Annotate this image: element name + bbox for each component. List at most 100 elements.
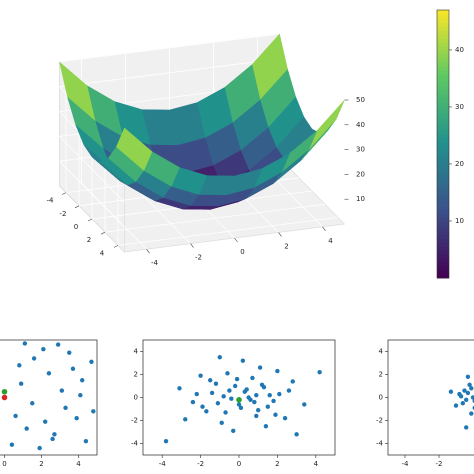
scatter-point bbox=[80, 378, 85, 383]
scatter-point bbox=[24, 426, 29, 431]
colorbar-swatch bbox=[437, 166, 449, 171]
x-tick-label: -4 bbox=[151, 259, 159, 267]
scatter-point bbox=[13, 413, 18, 419]
x-tick-label: 2 bbox=[275, 460, 279, 468]
colorbar-swatch bbox=[437, 226, 449, 231]
scatter-point bbox=[215, 401, 221, 406]
y-tick-label: 0 bbox=[134, 394, 138, 402]
colorbar-swatch bbox=[437, 102, 449, 107]
y-tick-mark bbox=[61, 192, 67, 195]
colorbar-swatch bbox=[437, 150, 449, 155]
colorbar-swatch bbox=[437, 90, 449, 95]
x-tick-mark bbox=[234, 237, 238, 243]
scatter-point bbox=[67, 350, 72, 355]
y-tick-mark bbox=[87, 218, 93, 222]
scatter-point bbox=[248, 397, 253, 402]
scatter-point bbox=[469, 411, 474, 416]
scatter-point bbox=[460, 401, 465, 406]
scatter-point bbox=[18, 381, 24, 386]
x-tick-mark bbox=[146, 249, 150, 254]
x-tick-label: 4 bbox=[314, 460, 319, 468]
colorbar-swatch bbox=[437, 114, 449, 119]
scatter-point bbox=[59, 388, 65, 393]
scatter-point bbox=[89, 359, 94, 365]
colorbar-swatch bbox=[437, 22, 449, 27]
scatter-point bbox=[464, 397, 469, 402]
scatter-point bbox=[236, 397, 242, 403]
colorbar-swatch bbox=[437, 126, 449, 131]
scatter-point bbox=[74, 416, 79, 421]
colorbar-swatch bbox=[437, 86, 449, 91]
scatter-point bbox=[286, 388, 292, 393]
scatter-point bbox=[43, 419, 48, 424]
scatter-point bbox=[465, 374, 471, 379]
scatter-point bbox=[209, 390, 215, 396]
scatter-point bbox=[22, 341, 28, 346]
scatter-point bbox=[227, 388, 232, 393]
x-tick-label: 0 bbox=[237, 460, 241, 468]
scatter-point bbox=[231, 428, 236, 434]
colorbar-swatch bbox=[437, 246, 449, 251]
z-tick-label: 10 bbox=[356, 195, 365, 203]
colorbar-frame bbox=[436, 9, 450, 279]
scatter-point bbox=[163, 439, 169, 444]
scatter-point bbox=[448, 389, 454, 394]
colorbar-tick-label: 10 bbox=[455, 217, 464, 225]
colorbar-swatch bbox=[437, 210, 449, 215]
colorbar-swatch bbox=[437, 138, 449, 143]
scatter-point bbox=[217, 355, 222, 360]
scatter-point bbox=[453, 403, 459, 408]
x-tick-label: 0 bbox=[240, 248, 244, 256]
scatter-point bbox=[236, 402, 242, 407]
scatter-point bbox=[55, 342, 61, 347]
colorbar-swatch bbox=[437, 30, 449, 35]
colorbar-swatch bbox=[437, 274, 449, 279]
scatter-point bbox=[229, 396, 234, 401]
y-tick-label: 0 bbox=[379, 394, 383, 402]
colorbar-swatch bbox=[437, 70, 449, 75]
colorbar-swatch bbox=[437, 254, 449, 259]
colorbar-swatch bbox=[437, 170, 449, 175]
z-tick-label: 20 bbox=[356, 170, 365, 178]
scatter-point bbox=[271, 398, 276, 404]
scatter-point bbox=[464, 425, 469, 430]
colorbar-swatch bbox=[437, 234, 449, 239]
colorbar-swatch bbox=[437, 258, 449, 263]
x-tick-label: -2 bbox=[197, 460, 204, 468]
grid-line bbox=[59, 58, 280, 88]
colorbar-swatch bbox=[437, 54, 449, 59]
y-tick-label: 2 bbox=[87, 236, 91, 244]
y-tick-mark bbox=[100, 231, 106, 235]
scatter-point bbox=[221, 394, 226, 399]
scatter-point bbox=[465, 390, 471, 396]
y-tick-label: -2 bbox=[131, 417, 138, 425]
scatter-point bbox=[41, 347, 46, 352]
colorbar-swatch bbox=[437, 46, 449, 51]
scatter-point bbox=[250, 375, 255, 381]
colorbar-swatch bbox=[437, 130, 449, 135]
colorbar-swatch bbox=[437, 66, 449, 71]
y-tick-label: 0 bbox=[74, 223, 78, 231]
scatter-point bbox=[219, 420, 224, 425]
scatter-point bbox=[254, 413, 259, 419]
surface-patch bbox=[116, 127, 153, 171]
scatter-point bbox=[9, 442, 15, 447]
colorbar-swatch bbox=[437, 110, 449, 115]
colorbar-swatch bbox=[437, 146, 449, 151]
colorbar-swatch bbox=[437, 198, 449, 203]
scatter-point bbox=[467, 382, 472, 388]
scatter-point bbox=[78, 393, 83, 398]
colorbar-swatch bbox=[437, 270, 449, 275]
colorbar-swatch bbox=[437, 266, 449, 271]
colorbar-swatch bbox=[437, 142, 449, 147]
scatter-point bbox=[223, 410, 228, 415]
colorbar-tick-label: 30 bbox=[455, 103, 464, 111]
scatter-point bbox=[50, 436, 55, 442]
colorbar-swatch bbox=[437, 94, 449, 99]
y-tick-label: -2 bbox=[376, 417, 383, 425]
scatter-point bbox=[1, 394, 8, 401]
scatter-point bbox=[70, 366, 76, 371]
scatter-point bbox=[252, 399, 257, 405]
colorbar-swatch bbox=[437, 122, 449, 127]
scatter-point bbox=[83, 439, 89, 444]
